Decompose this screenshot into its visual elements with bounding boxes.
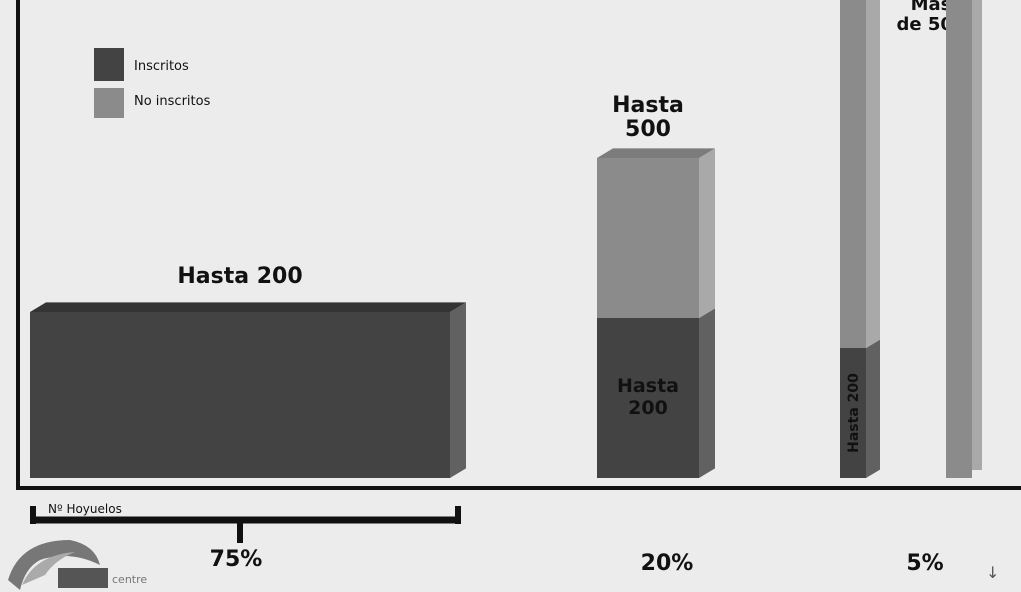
- legend: Inscritos No inscritos: [94, 48, 211, 118]
- segment-label: Hasta 200: [846, 373, 862, 453]
- legend-swatch-no-inscritos: [94, 88, 124, 118]
- bar-segment-side: [972, 0, 982, 470]
- bar-segment-side: [866, 339, 880, 478]
- segment-label-line: Hasta: [617, 375, 679, 397]
- category-label-line: Más: [911, 0, 952, 15]
- segment-label-line: 200: [628, 397, 668, 419]
- legend-label-inscritos: Inscritos: [134, 59, 189, 74]
- bar-segment-side: [866, 0, 880, 348]
- bar-segment-side: [699, 308, 715, 478]
- legend-swatch-inscritos: [94, 48, 124, 81]
- corner-arrow-icon: ↓: [986, 563, 999, 582]
- bracket-label: Nº Hoyuelos: [48, 502, 122, 516]
- percentage-labels: 75% 20% 5%: [210, 547, 944, 576]
- percentage-label: 75%: [210, 547, 263, 572]
- logo-swoosh-inner: [22, 552, 75, 585]
- category-label: Hasta 200: [177, 264, 302, 289]
- legend-label-no-inscritos: No inscritos: [134, 94, 211, 109]
- bar-top: [30, 302, 466, 312]
- logo: centre: [8, 540, 147, 590]
- logo-swoosh: [8, 540, 100, 590]
- bar-segment: [946, 0, 972, 478]
- bar-segment-side: [699, 148, 715, 318]
- category-label-line: 500: [625, 117, 671, 142]
- bar-segment: [840, 0, 866, 348]
- category-label-line: Hasta: [612, 93, 684, 118]
- bar-segment: [597, 158, 699, 318]
- percentage-label: 5%: [906, 551, 943, 576]
- logo-box: [58, 568, 108, 588]
- segment-label: Hasta 200: [617, 375, 679, 419]
- axes: [16, 0, 1021, 490]
- bar-segment: [840, 348, 866, 478]
- category-label: Hasta 500: [612, 93, 684, 142]
- logo-text: centre: [112, 573, 147, 586]
- category-label-line: Hasta 200: [177, 264, 302, 289]
- bracket: Nº Hoyuelos: [30, 502, 461, 543]
- bar-segment-side: [450, 302, 466, 478]
- percentage-label: 20%: [641, 551, 694, 576]
- bar-segment: [597, 318, 699, 478]
- bar-top: [597, 148, 715, 158]
- bar-segment: [30, 312, 450, 478]
